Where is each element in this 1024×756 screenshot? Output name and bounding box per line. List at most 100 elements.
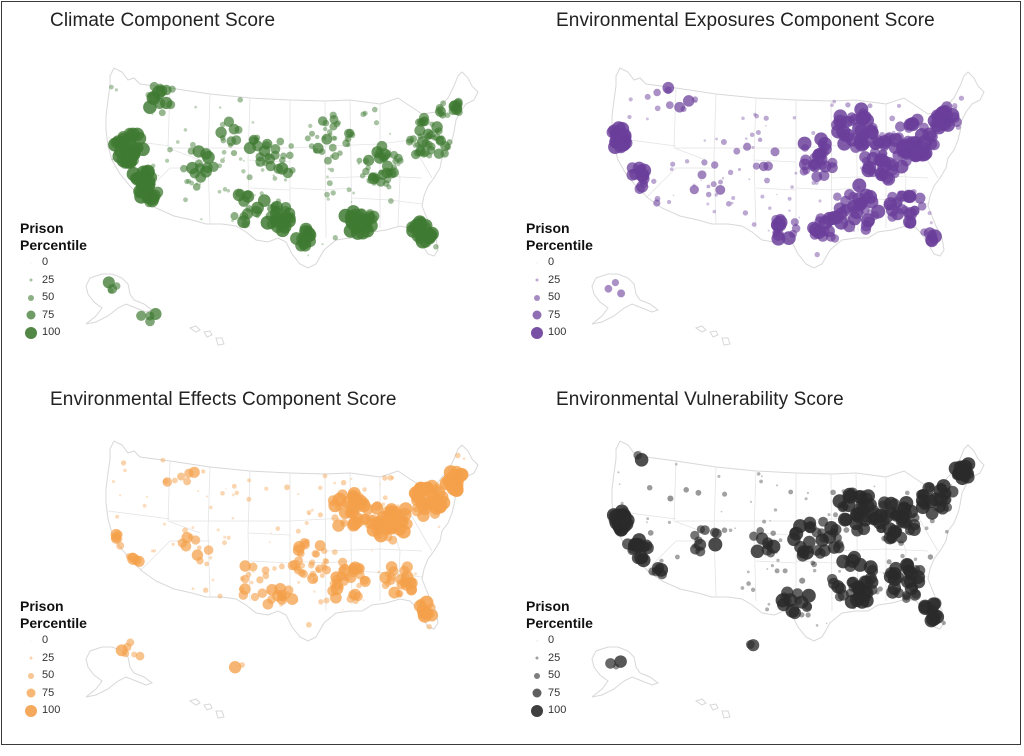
prison-point bbox=[376, 140, 388, 152]
prison-point bbox=[115, 514, 120, 519]
state-border bbox=[755, 187, 797, 191]
prison-point bbox=[659, 558, 664, 563]
prison-point bbox=[915, 141, 930, 156]
state-border bbox=[753, 159, 757, 229]
prison-point bbox=[177, 472, 186, 481]
prison-point bbox=[720, 139, 727, 145]
prison-point bbox=[749, 531, 759, 541]
prison-point bbox=[278, 563, 285, 570]
state-border bbox=[645, 167, 716, 199]
prison-point bbox=[272, 176, 278, 181]
panel-title: Environmental Exposures Component Score bbox=[556, 10, 935, 31]
prison-point bbox=[709, 527, 720, 538]
prison-point bbox=[318, 485, 323, 490]
prison-point bbox=[843, 489, 858, 504]
prison-point bbox=[768, 206, 772, 210]
prison-point bbox=[110, 528, 122, 540]
legend-label: 25 bbox=[548, 651, 561, 664]
prison-point bbox=[152, 549, 157, 553]
prison-point bbox=[255, 152, 265, 162]
prison-point bbox=[788, 209, 791, 212]
prison-point bbox=[160, 96, 173, 110]
prison-point bbox=[149, 308, 162, 320]
prison-point bbox=[321, 547, 328, 555]
prison-point bbox=[633, 451, 642, 460]
prison-point bbox=[346, 595, 355, 603]
prison-point bbox=[112, 282, 121, 290]
prison-point bbox=[694, 536, 703, 545]
prison-point bbox=[672, 194, 675, 197]
prison-point bbox=[379, 571, 392, 584]
prison-point bbox=[254, 193, 257, 197]
map-geometry bbox=[85, 440, 479, 719]
prison-point bbox=[856, 493, 868, 505]
prison-point bbox=[790, 218, 799, 227]
state-border bbox=[325, 548, 423, 552]
prison-point bbox=[326, 129, 333, 135]
prison-point bbox=[347, 486, 361, 500]
prison-point bbox=[250, 205, 263, 218]
prison-point bbox=[697, 170, 707, 180]
prison-point bbox=[616, 509, 628, 520]
prison-point bbox=[757, 137, 763, 143]
prison-point bbox=[838, 502, 848, 512]
prison-point bbox=[414, 227, 429, 242]
legend-dot bbox=[28, 672, 34, 679]
prison-point bbox=[617, 471, 620, 474]
prison-point bbox=[806, 491, 810, 495]
effects-map-panel: Environmental Effects Component Score Pr… bbox=[20, 386, 520, 756]
prison-point bbox=[116, 541, 125, 550]
prison-point bbox=[289, 167, 296, 174]
prison-point bbox=[825, 622, 828, 625]
legend-dot bbox=[25, 326, 37, 339]
legend-dot bbox=[534, 294, 540, 301]
prison-point bbox=[297, 492, 300, 496]
prison-point bbox=[273, 163, 284, 174]
prison-point bbox=[270, 532, 273, 535]
prison-point bbox=[834, 582, 847, 595]
prison-point bbox=[437, 525, 441, 529]
prison-point bbox=[257, 588, 268, 598]
legend-dot bbox=[29, 278, 33, 282]
legend-dot bbox=[535, 656, 539, 660]
prison-point bbox=[303, 227, 316, 239]
prison-point bbox=[373, 120, 380, 126]
prison-point bbox=[917, 201, 927, 211]
prison-point bbox=[845, 132, 860, 147]
prison-point bbox=[346, 187, 352, 193]
legend-label: 0 bbox=[548, 256, 555, 268]
prison-point bbox=[136, 310, 147, 321]
legend-title-line1: Prison bbox=[526, 598, 570, 614]
legend-dot bbox=[534, 672, 540, 679]
prison-point bbox=[353, 591, 363, 602]
prison-point bbox=[762, 519, 767, 524]
state-border bbox=[351, 197, 423, 205]
prison-point bbox=[854, 123, 868, 138]
state-border bbox=[409, 139, 433, 179]
legend-row: 0 bbox=[20, 632, 130, 650]
prison-point bbox=[288, 143, 295, 149]
prison-point bbox=[192, 183, 201, 191]
prison-point bbox=[267, 595, 276, 605]
prison-point bbox=[346, 142, 351, 148]
legend-title-line2: Percentile bbox=[526, 237, 593, 253]
prison-point bbox=[845, 102, 851, 108]
prison-point bbox=[362, 599, 365, 602]
legend-row: 0 bbox=[526, 632, 636, 650]
legend-row: 25 bbox=[20, 650, 130, 668]
legend-label: 75 bbox=[548, 308, 561, 321]
prison-point bbox=[664, 86, 672, 95]
prison-point bbox=[307, 573, 319, 584]
prison-point bbox=[814, 251, 820, 258]
prison-point bbox=[653, 88, 661, 97]
prison-point bbox=[123, 468, 127, 473]
prison-point bbox=[256, 576, 264, 584]
prison-point bbox=[889, 115, 896, 122]
prison-point bbox=[386, 168, 397, 179]
prison-point bbox=[203, 545, 214, 555]
prison-point bbox=[208, 505, 213, 510]
prison-point bbox=[424, 495, 437, 508]
prison-point bbox=[752, 162, 761, 170]
prison-point bbox=[788, 606, 802, 620]
prison-point bbox=[653, 199, 661, 207]
